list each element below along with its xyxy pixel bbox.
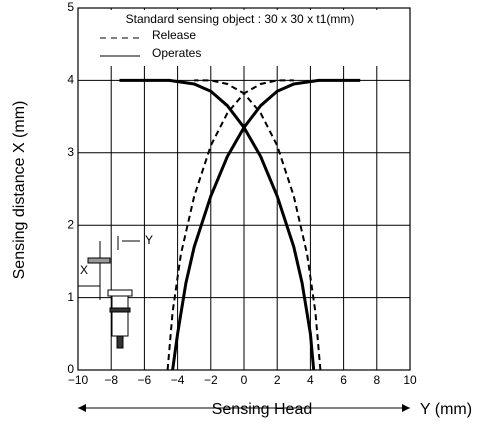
plot-frame — [77, 7, 411, 371]
y-tick-label: 4 — [67, 73, 74, 87]
y-tick-label: 2 — [67, 217, 74, 231]
y-tick-label: 1 — [67, 290, 74, 304]
x-axis-label: Sensing Head — [212, 401, 313, 418]
annotation: Y — [145, 233, 153, 247]
x-tick-label: 10 — [403, 373, 417, 387]
x-tick-label: 0 — [241, 373, 248, 387]
y-tick-label: 0 — [67, 362, 74, 376]
x-tick-label: 2 — [274, 373, 281, 387]
y-axis-label: Sensing distance X (mm) — [11, 101, 28, 280]
x-tick-label: −8 — [104, 373, 118, 387]
x-tick-label: −4 — [171, 373, 185, 387]
series-line — [119, 78, 361, 371]
y-tick-label: 3 — [67, 145, 74, 159]
legend-label: Operates — [152, 46, 201, 60]
sensor-drawing — [78, 236, 140, 349]
x-tick-label: 4 — [307, 373, 314, 387]
y-tick-label: 5 — [67, 0, 74, 14]
legend-label: Release — [152, 28, 196, 42]
x-tick-label: −2 — [204, 373, 218, 387]
x-tick-label: −10 — [68, 373, 89, 387]
legend-title: Standard sensing object : 30 x 30 x t1(m… — [126, 12, 355, 26]
x-tick-label: 6 — [340, 373, 347, 387]
x-tick-label: 8 — [373, 373, 380, 387]
annotation: X — [80, 263, 88, 277]
x-unit-label: Y (mm) — [420, 401, 472, 418]
x-tick-label: −6 — [138, 373, 152, 387]
